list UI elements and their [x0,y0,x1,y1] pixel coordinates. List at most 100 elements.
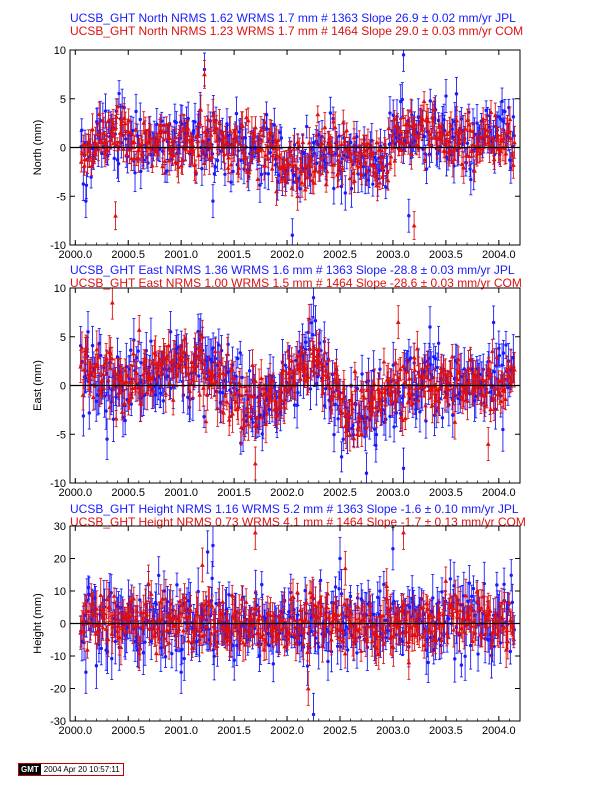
data-point-jpl [351,433,356,437]
east-title-com: UCSB_GHT East NRMS 1.00 WRMS 1.5 mm # 14… [70,276,522,290]
data-point-com [169,139,175,144]
data-point-jpl [99,353,103,358]
data-point-jpl [97,341,101,346]
data-point-com [253,125,258,130]
x-tick-label: 2000.5 [111,249,145,261]
data-point-jpl [391,363,395,367]
data-point-com [127,147,133,152]
data-point-jpl [258,183,262,187]
height-title-com: UCSB_GHT Height NRMS 0.73 WRMS 4.1 mm # … [70,515,526,529]
data-point-com [119,121,124,126]
data-point-com [78,159,84,164]
data-point-jpl [191,128,196,133]
data-point-jpl [136,349,140,353]
data-point-com [176,164,181,169]
data-point-com [334,142,340,147]
data-point-com [199,147,205,152]
data-point-com [198,107,204,112]
data-point-jpl [451,135,455,139]
data-point-com [442,149,448,154]
data-point-com [370,150,376,155]
data-point-com [365,141,371,146]
data-point-jpl [80,128,84,132]
data-point-com [305,162,311,167]
data-point-jpl [220,390,224,395]
data-point-com [289,185,295,190]
data-point-jpl [454,92,459,96]
data-point-com [353,152,359,157]
data-point-com [80,141,86,147]
data-point-com [351,135,357,140]
data-point-com [248,158,254,163]
data-point-jpl [129,348,133,352]
data-point-jpl [149,339,153,343]
data-point-jpl [304,340,308,344]
data-point-com [203,132,209,137]
data-point-com [231,142,237,148]
data-point-com [344,127,350,133]
data-point-com [119,118,125,123]
data-point-jpl [332,432,336,437]
data-point-com [491,156,497,162]
data-point-com [408,108,414,113]
data-point-jpl [234,111,239,116]
data-point-com [140,151,146,157]
data-point-com [503,151,509,156]
data-point-jpl [283,363,288,367]
data-point-com [145,140,151,145]
data-point-jpl [451,413,455,417]
data-point-jpl [158,391,163,395]
data-point-jpl [337,134,341,138]
data-point-jpl [503,109,507,114]
data-point-com [238,141,243,146]
data-point-jpl [94,399,98,404]
chart-panel-1: 2000.0 2000.5 2001.0 2001.5 2002.0 2002.5 2003… [32,283,521,499]
data-point-com [144,138,149,143]
data-point-com [452,147,457,152]
data-point-com [162,158,168,164]
data-point-jpl [238,351,242,355]
data-point-jpl [388,111,392,115]
data-point-jpl [100,151,104,156]
data-point-jpl [236,356,240,361]
data-point-com [506,130,512,135]
data-point-com [347,175,353,181]
data-point-com [106,117,112,122]
data-point-jpl [384,185,388,189]
data-point-jpl [374,432,379,437]
data-point-com [226,155,231,160]
data-point-com [446,149,452,155]
data-point-jpl [166,374,170,379]
data-point-jpl [197,374,201,378]
data-point-com [274,152,280,157]
data-point-com [286,162,292,167]
data-point-com [225,165,231,170]
data-point-com [235,170,241,175]
data-point-com [322,124,328,130]
x-tick-label: 2002.0 [270,249,304,261]
data-point-com [401,141,407,146]
data-point-jpl [218,400,223,405]
data-point-com [234,138,240,143]
data-point-com [463,153,469,158]
data-point-jpl [372,427,377,431]
data-point-com [294,166,300,171]
data-point-jpl [223,172,227,176]
data-point-com [195,138,201,144]
data-point-com [163,122,169,127]
data-point-com [312,166,318,172]
data-point-com [115,104,121,109]
data-point-com [431,107,437,112]
data-point-jpl [161,399,166,403]
y-tick-label: -10 [50,240,66,252]
data-point-jpl [444,94,448,98]
data-point-com [488,109,494,114]
data-point-com [426,141,432,146]
data-point-jpl [400,97,405,102]
data-point-com [95,131,101,136]
data-point-com [83,142,89,147]
data-point-jpl [355,135,359,139]
data-point-jpl [401,53,406,57]
data-point-jpl [239,158,243,163]
data-point-com [359,171,365,176]
